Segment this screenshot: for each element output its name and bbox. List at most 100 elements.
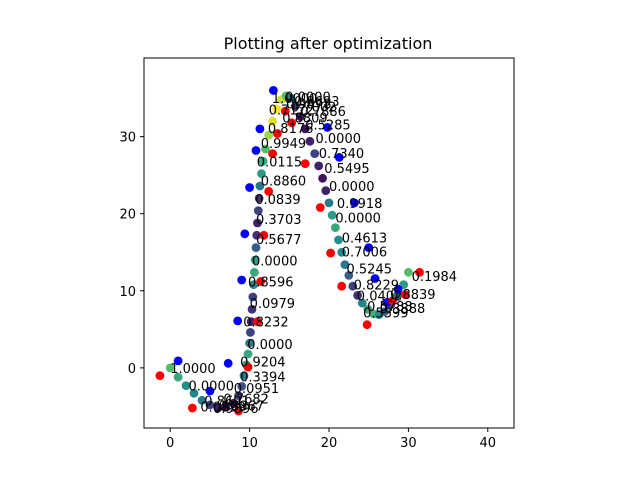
- annotation-label-25: 0.0000: [285, 91, 331, 106]
- trajectory-point-51: [344, 271, 354, 280]
- trajectory-point-1: [173, 372, 183, 382]
- trajectory-point-25: [253, 206, 263, 216]
- series-1-point-9: [269, 86, 278, 95]
- annotation-label-40: 0.8229: [354, 279, 400, 294]
- annotation-label-46: 0.1984: [412, 270, 458, 285]
- trajectory-point-23: [252, 230, 262, 240]
- trajectory-point-62: [404, 267, 413, 277]
- annotation-label-34: 0.0000: [329, 180, 375, 195]
- trajectory-point-44: [321, 186, 331, 196]
- trajectory-point-26: [254, 193, 264, 203]
- annotation-label-13: 0.8596: [248, 276, 294, 291]
- annotation-label-32: 0.7340: [319, 147, 365, 162]
- trajectory-point-32: [268, 116, 277, 126]
- trajectory-point-38: [296, 112, 305, 121]
- trajectory-point-9: [234, 391, 243, 400]
- trajectory-point-31: [264, 130, 274, 140]
- annotation-label-18: 0.8860: [261, 175, 307, 190]
- trajectory-point-18: [248, 292, 258, 302]
- x-tick-label-1: 10: [241, 436, 258, 451]
- annotation-label-35: 0.9918: [337, 197, 383, 212]
- annotation-label-44: 0.3888: [380, 302, 426, 317]
- annotation-label-5: 0.9896: [213, 402, 259, 417]
- series-2-point-13: [315, 203, 325, 212]
- trajectory-point-19: [249, 280, 258, 289]
- x-tick-label-4: 40: [480, 436, 497, 451]
- series-2-point-8: [268, 149, 277, 159]
- series-2-point-6: [259, 230, 269, 240]
- trajectory-point-13: [243, 349, 253, 359]
- trajectory-point-41: [310, 149, 320, 159]
- trajectory-point-46: [327, 210, 337, 220]
- annotation-label-4: 0.8867: [219, 400, 265, 415]
- trajectory-point-36: [286, 93, 296, 103]
- series-2-point-11: [287, 118, 297, 128]
- series-2-point-0: [155, 371, 165, 380]
- trajectory-point-48: [334, 235, 343, 245]
- annotation-label-0: 1.0000: [170, 362, 216, 377]
- x-tick-label-3: 30: [400, 436, 417, 451]
- trajectory-point-29: [258, 156, 268, 166]
- annotation-label-1: 0.0000: [189, 380, 235, 395]
- annotation-label-2: 0.8691: [204, 394, 250, 409]
- series-1-point-11: [334, 153, 344, 162]
- trajectory-point-43: [318, 173, 327, 183]
- annotation-label-45: 0.5399: [363, 306, 409, 321]
- x-tick-label-0: 0: [166, 436, 174, 451]
- trajectory-point-52: [348, 281, 358, 291]
- series-2-point-19: [415, 267, 424, 277]
- series-2-point-7: [264, 187, 274, 196]
- series-2-point-17: [388, 296, 397, 306]
- annotation-label-38: 0.7006: [342, 246, 388, 261]
- trajectory-point-20: [250, 267, 259, 277]
- trajectory-point-42: [314, 161, 324, 171]
- annotation-label-10: 0.0000: [247, 338, 293, 353]
- series-2-point-3: [243, 362, 253, 372]
- trajectory-point-8: [229, 398, 239, 408]
- annotation-label-43: 0.5788: [367, 300, 413, 315]
- annotation-label-17: 0.0839: [255, 193, 301, 208]
- annotation-label-29: 0.7886: [300, 105, 346, 120]
- x-tick-label-2: 20: [321, 436, 338, 451]
- trajectory-point-27: [255, 181, 265, 191]
- trajectory-point-21: [250, 255, 260, 265]
- series-1-point-13: [364, 243, 374, 253]
- series-1-point-3: [233, 316, 243, 326]
- trajectory-point-45: [324, 198, 334, 208]
- series-2-point-12: [300, 159, 310, 169]
- trajectory-point-28: [257, 169, 266, 179]
- annotation-label-3: 0.0899: [200, 400, 246, 415]
- trajectory-point-11: [239, 371, 249, 380]
- trajectory-point-6: [213, 403, 223, 413]
- trajectory-point-53: [353, 291, 362, 300]
- trajectory-point-47: [331, 223, 340, 233]
- annotation-label-42: 0.8839: [390, 288, 436, 303]
- y-tick-label-1: 10: [119, 285, 136, 300]
- trajectory-point-3: [189, 388, 199, 398]
- series-1-point-10: [323, 123, 332, 132]
- trajectory-point-15: [246, 328, 255, 337]
- trajectory-point-37: [291, 101, 301, 111]
- annotation-label-30: 0.5285: [305, 118, 351, 133]
- trajectory-point-50: [340, 260, 350, 269]
- series-1-point-16: [393, 284, 403, 294]
- series-2-point-1: [188, 403, 197, 413]
- series-2-point-18: [400, 290, 410, 299]
- series-1-point-5: [240, 229, 250, 239]
- annotation-label-36: 0.0000: [335, 212, 381, 227]
- trajectory-point-39: [300, 124, 310, 134]
- annotation-label-33: 0.5495: [324, 162, 370, 177]
- trajectory-point-24: [253, 218, 262, 228]
- series-2-point-15: [337, 281, 347, 291]
- series-1-point-1: [205, 386, 215, 396]
- annotation-label-26: 0.8693: [294, 95, 340, 110]
- annotation-label-24: 1.0000: [272, 92, 318, 107]
- annotation-label-22: 0.8809: [282, 111, 328, 126]
- annotation-label-15: 0.5677: [256, 233, 302, 248]
- series-1-point-4: [237, 275, 247, 285]
- trajectory-point-40: [305, 136, 315, 146]
- series-2-point-2: [234, 406, 243, 416]
- series-1-point-14: [370, 274, 380, 283]
- series-2-point-5: [256, 277, 266, 286]
